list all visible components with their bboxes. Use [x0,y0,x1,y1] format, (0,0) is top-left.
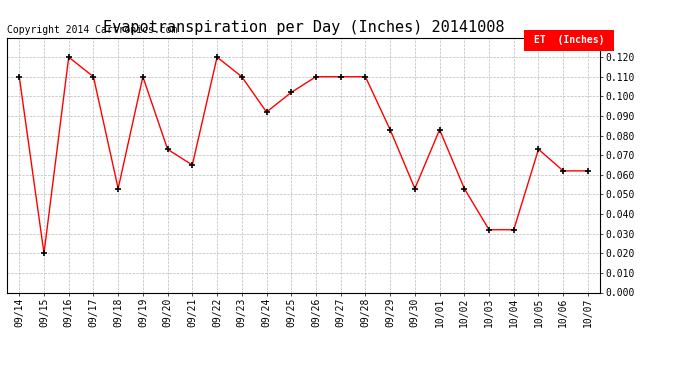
Text: Copyright 2014 Cartronics.com: Copyright 2014 Cartronics.com [7,25,177,35]
Title: Evapotranspiration per Day (Inches) 20141008: Evapotranspiration per Day (Inches) 2014… [103,20,504,35]
Text: ET  (Inches): ET (Inches) [534,35,604,45]
